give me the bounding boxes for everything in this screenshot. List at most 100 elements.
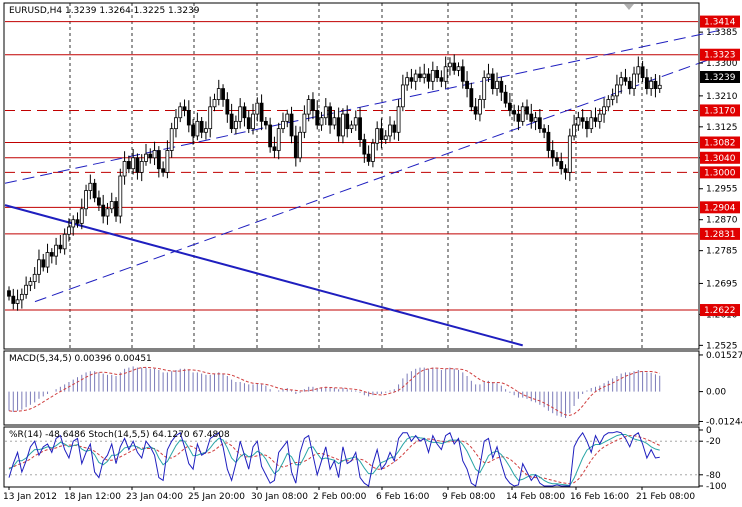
candle-body	[135, 157, 140, 173]
trend-line	[4, 204, 523, 347]
candle-body	[512, 110, 517, 115]
candle-body	[465, 80, 469, 89]
candle-body	[413, 73, 418, 82]
candle-body	[208, 106, 213, 130]
wpr-line	[8, 431, 660, 487]
time-label: 9 Feb 08:00	[442, 492, 496, 502]
candle-body	[216, 88, 221, 100]
candle-body	[156, 150, 161, 170]
candle-body	[41, 259, 46, 268]
candles	[7, 54, 662, 311]
candle-body	[97, 197, 101, 206]
candle-body	[503, 91, 508, 104]
candle-body	[400, 84, 405, 108]
time-label: 18 Jan 12:00	[64, 492, 121, 502]
candle-body	[319, 117, 324, 126]
candle-body	[649, 80, 654, 89]
macd-tick-label: 0.01527	[706, 351, 742, 361]
candle-body	[161, 168, 166, 173]
candle-body	[152, 150, 157, 159]
price-tick-label: 1.2955	[706, 185, 738, 195]
time-axis: 13 Jan 2012 18 Jan 12:00 23 Jan 04:00 25 Ja…	[3, 487, 695, 502]
candle-body	[422, 73, 427, 79]
candle-body	[186, 110, 191, 126]
candle-body	[88, 182, 93, 191]
symbol-header: EURUSD,H4 1.3239 1.3264 1.3225 1.3239	[9, 6, 200, 16]
candle-body	[430, 69, 435, 82]
candle-body	[225, 99, 230, 115]
candle-body	[589, 117, 594, 130]
wpr-axis: 0-20 -80-100	[699, 426, 727, 492]
level-label-bg	[700, 151, 740, 164]
candle-body	[409, 77, 414, 82]
candle-body	[315, 110, 320, 126]
candle-body	[537, 117, 542, 130]
candle-body	[358, 117, 362, 140]
candle-body	[388, 124, 392, 137]
price-tick-label: 1.2695	[706, 279, 738, 289]
candle-body	[366, 153, 371, 162]
candle-body	[233, 120, 238, 130]
price-tick-label: 1.3125	[706, 123, 738, 133]
candle-body	[272, 146, 277, 151]
candle-body	[490, 73, 495, 89]
candle-body	[623, 77, 628, 82]
level-label: 1.2904	[704, 203, 736, 213]
candle-body	[58, 244, 63, 250]
level-label: 1.3414	[704, 18, 736, 28]
time-label: 2 Feb 00:00	[313, 492, 367, 502]
candle-body	[516, 113, 521, 122]
wpr-stoch-indicator	[5, 431, 698, 487]
candle-body	[122, 161, 127, 177]
candle-body	[293, 135, 298, 159]
candle-body	[542, 128, 547, 133]
candle-body	[118, 175, 123, 217]
candle-body	[499, 80, 504, 93]
candle-body	[580, 117, 585, 122]
candle-body	[460, 66, 465, 82]
time-label: 30 Jan 08:00	[251, 492, 308, 502]
candle-body	[24, 284, 29, 295]
candle-body	[610, 95, 615, 100]
candle-body	[229, 113, 234, 130]
candle-body	[75, 219, 80, 224]
candle-body	[585, 120, 589, 130]
wpr-label: %R(14) -48.6486 Stoch(14,5,5) 64.1270 67…	[9, 430, 230, 440]
trend-lines	[4, 29, 720, 347]
candle-body	[79, 208, 84, 224]
time-label: 25 Jan 20:00	[188, 492, 245, 502]
candle-body	[289, 113, 294, 137]
price-tick-label: 1.2525	[706, 341, 738, 351]
time-label: 16 Feb 16:00	[570, 492, 629, 502]
candle-body	[632, 73, 636, 89]
candle-body	[448, 62, 452, 68]
price-tick-label: 1.3210	[706, 92, 738, 102]
candle-body	[443, 66, 448, 82]
candle-body	[212, 99, 217, 108]
candle-body	[636, 66, 641, 75]
candle-body	[238, 106, 243, 122]
candle-body	[657, 84, 662, 89]
level-label: 1.3323	[704, 51, 736, 61]
level-label-bg	[700, 48, 740, 61]
candle-body	[28, 281, 33, 286]
candle-body	[92, 182, 97, 199]
macd-indicator	[8, 366, 661, 418]
candle-body	[349, 124, 354, 130]
level-label: 1.3170	[704, 106, 736, 116]
macd-label: MACD(5,34,5) 0.00396 0.00451	[9, 354, 152, 364]
candle-body	[174, 117, 178, 130]
candle-body	[246, 117, 251, 130]
candle-body	[439, 77, 444, 82]
candle-body	[405, 77, 410, 86]
candle-body	[259, 102, 264, 122]
candle-body	[469, 88, 474, 108]
current-price-label: 1.3239	[704, 73, 736, 83]
candle-body	[520, 106, 525, 122]
candle-body	[45, 252, 50, 268]
level-label: 1.3082	[704, 138, 736, 148]
candle-body	[383, 135, 388, 140]
candle-body	[311, 99, 315, 111]
candle-body	[482, 77, 487, 100]
candle-body	[285, 113, 290, 122]
